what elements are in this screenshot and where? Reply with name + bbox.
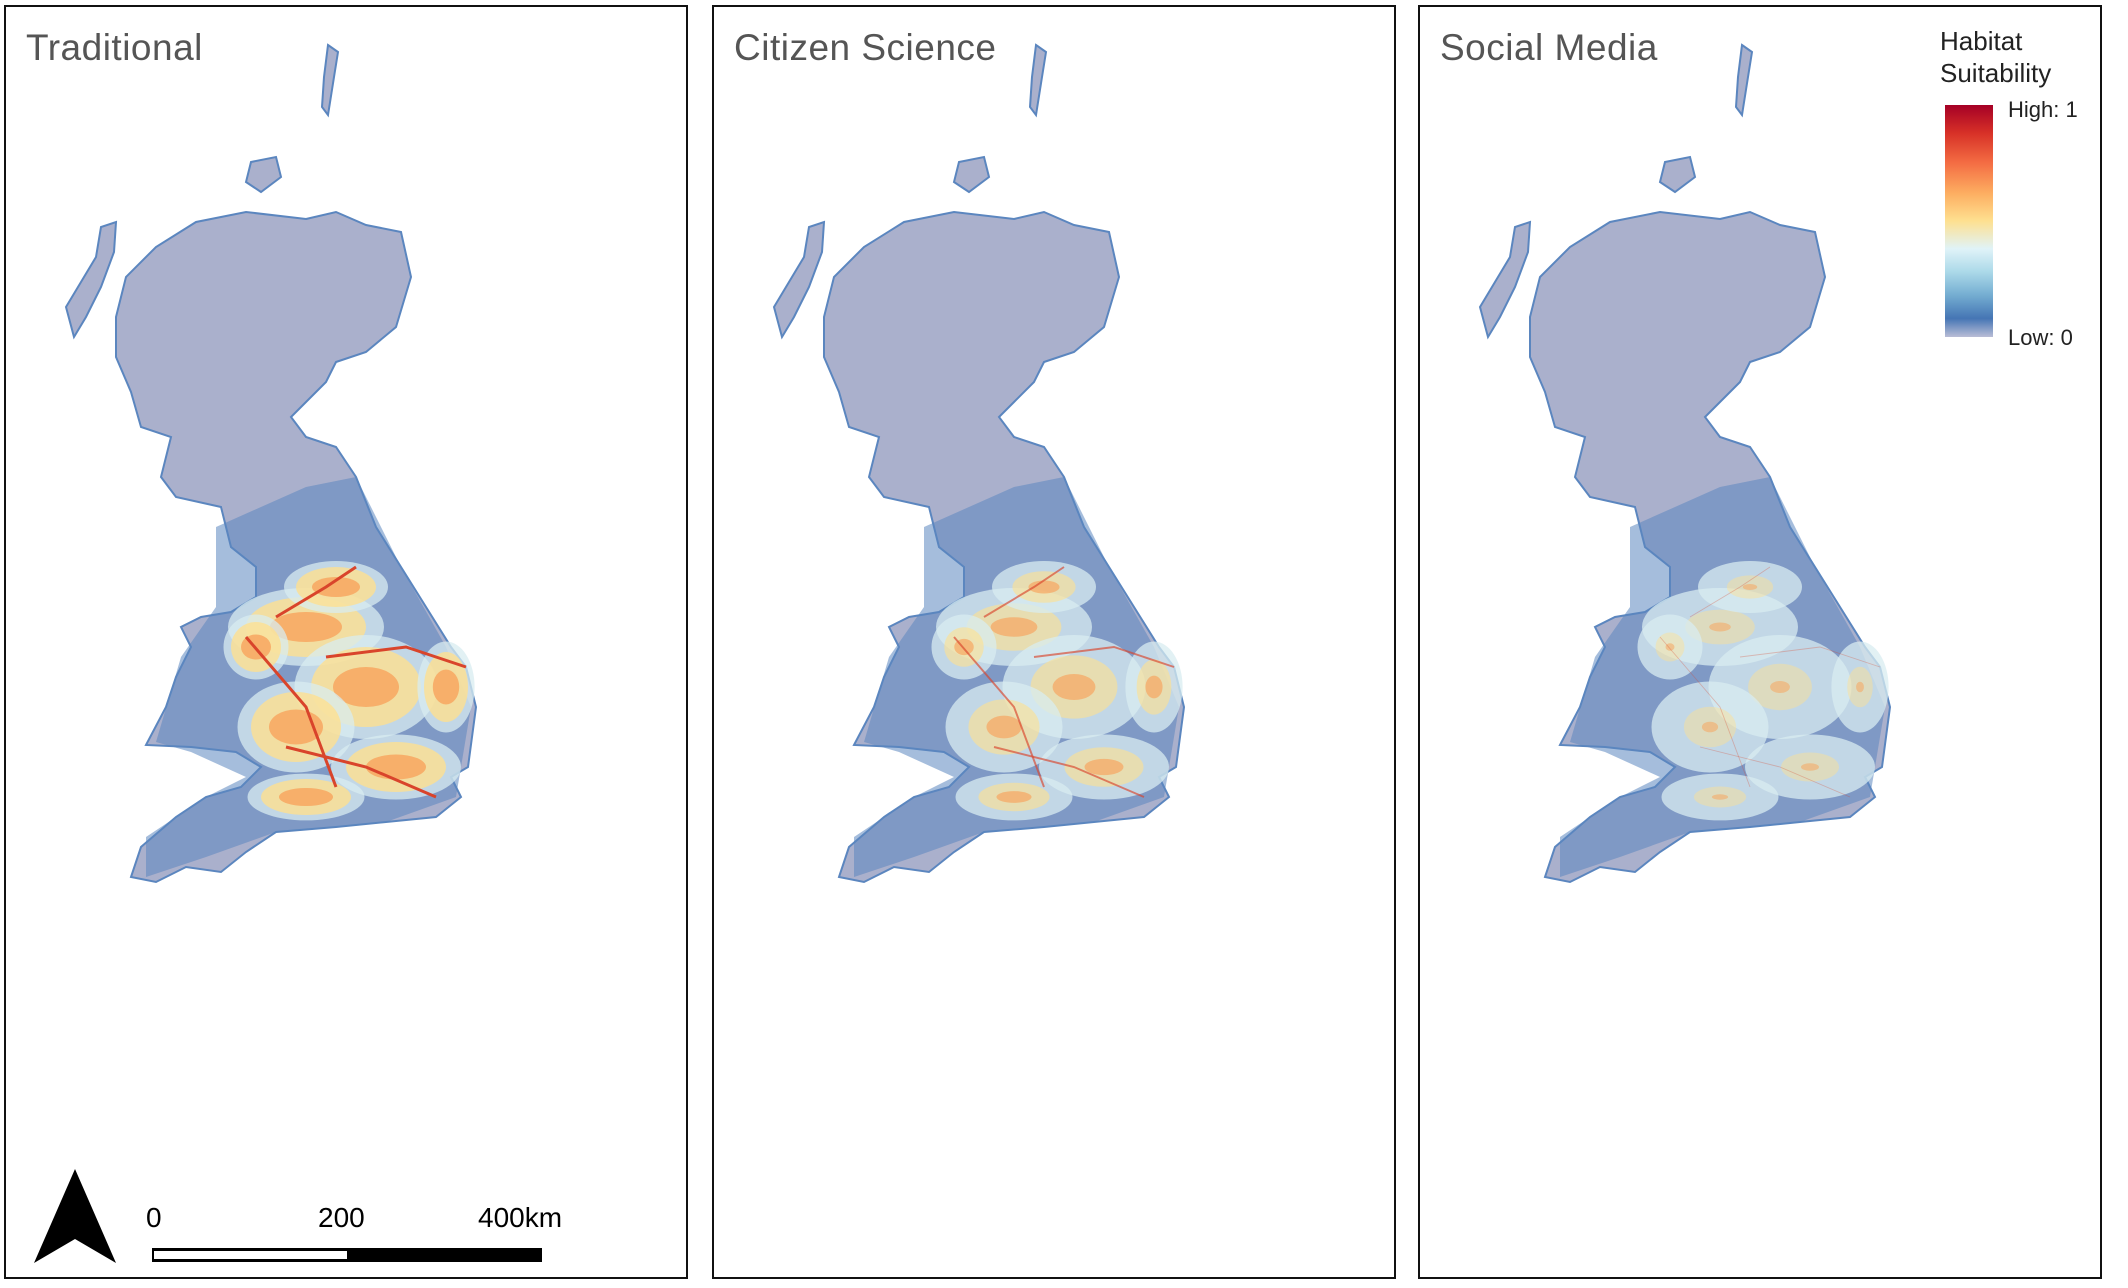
suitability-streak xyxy=(1689,566,1771,618)
suitability-streak xyxy=(953,636,1045,788)
suitability-streak xyxy=(993,746,1145,798)
suitability-high-patch xyxy=(279,788,333,806)
suitability-high-patch xyxy=(270,612,342,642)
scale-label-400: 400km xyxy=(478,1202,563,1233)
suitability-high-patch xyxy=(1028,580,1060,594)
landmass-shetland xyxy=(320,43,340,118)
scale-bar: 0 200 400km xyxy=(146,1202,566,1262)
legend-title-line1: Habitat xyxy=(1940,26,2023,56)
landmass-shetland xyxy=(1028,43,1048,118)
scale-label-200: 200 xyxy=(318,1202,365,1233)
legend-color-ramp xyxy=(1945,105,1993,337)
suitability-high-patch xyxy=(432,669,460,705)
gb-map xyxy=(1478,43,1892,884)
suitability-streak xyxy=(1659,636,1751,788)
suitability-streak xyxy=(275,565,357,619)
suitability-high-patch xyxy=(312,577,360,597)
landmass-hebrides xyxy=(64,220,118,340)
legend-title: Habitat Suitability xyxy=(1940,25,2051,89)
north-arrow-icon xyxy=(34,1169,116,1263)
suitability-streak xyxy=(1699,746,1851,798)
landmass-orkney xyxy=(244,155,283,194)
suitability-high-patch xyxy=(1709,622,1731,632)
suitability-streak xyxy=(1739,646,1881,668)
suitability-high-patch xyxy=(1742,584,1758,590)
suitability-high-patch xyxy=(1801,763,1819,771)
landmass-orkney xyxy=(952,155,991,194)
gb-map xyxy=(64,43,478,884)
scale-label-0: 0 xyxy=(146,1202,162,1233)
suitability-high-patch xyxy=(990,617,1038,637)
suitability-high-patch xyxy=(333,667,399,707)
suitability-streak xyxy=(285,745,437,799)
suitability-streak xyxy=(325,645,467,669)
map-panel-social-media: Social Media Habitat Suitability High: 1… xyxy=(1418,5,2102,1279)
suitability-high-patch xyxy=(986,715,1022,739)
map-panel-traditional: Traditional 0 200 400km xyxy=(4,5,688,1279)
landmass-hebrides xyxy=(772,220,826,340)
suitability-high-patch xyxy=(996,791,1032,803)
suitability-high-patch xyxy=(1770,681,1790,693)
landmass-hebrides xyxy=(1478,220,1532,340)
landmass-shetland xyxy=(1734,43,1754,118)
suitability-high-patch xyxy=(1084,758,1124,776)
suitability-high-patch xyxy=(1856,681,1864,693)
legend-low-label: Low: 0 xyxy=(2008,325,2073,350)
scale-bar-graphic xyxy=(152,1248,542,1262)
gb-map xyxy=(772,43,1186,884)
suitability-streak xyxy=(983,566,1065,618)
suitability-high-patch xyxy=(1052,674,1096,700)
panel-title: Social Media xyxy=(1440,27,1658,68)
panel-title: Traditional xyxy=(26,27,203,68)
suitability-high-patch xyxy=(1701,721,1719,733)
suitability-high-patch xyxy=(1665,643,1675,651)
suitability-high-patch xyxy=(1145,675,1163,699)
suitability-streak xyxy=(244,636,338,788)
suitability-high-patch xyxy=(1711,794,1729,800)
legend-title-line2: Suitability xyxy=(1940,58,2052,88)
suitability-streak xyxy=(1033,646,1175,668)
panel-title: Citizen Science xyxy=(734,27,997,68)
habitat-legend: Habitat Suitability High: 1 Low: 0 xyxy=(1940,25,2100,365)
legend-high-label: High: 1 xyxy=(2008,97,2078,122)
map-panel-citizen-science: Citizen Science xyxy=(712,5,1396,1279)
suitability-high-patch xyxy=(366,754,426,780)
landmass-orkney xyxy=(1658,155,1697,194)
